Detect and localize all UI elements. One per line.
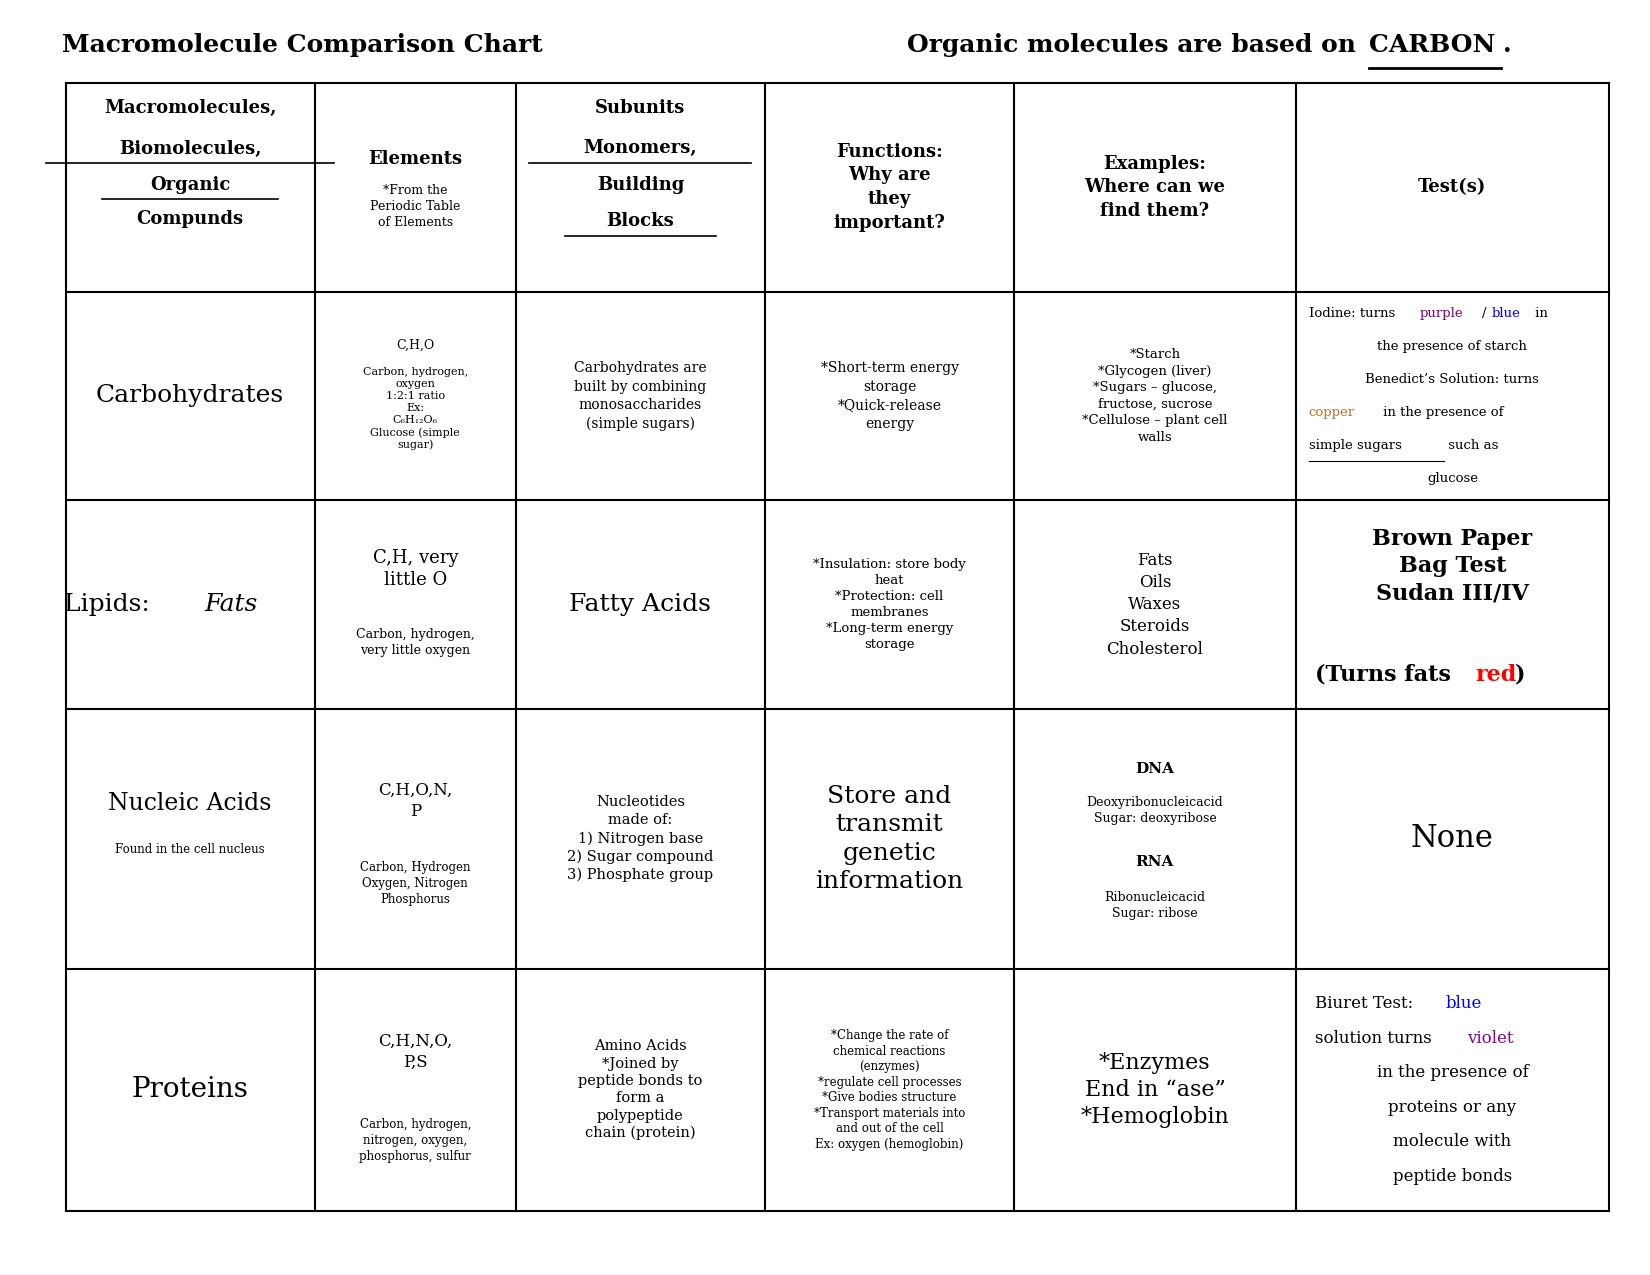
Text: purple: purple [1419, 306, 1464, 320]
Text: *Starch
*Glycogen (liver)
*Sugars – glucose,
fructose, sucrose
*Cellulose – plan: *Starch *Glycogen (liver) *Sugars – gluc… [1082, 348, 1228, 444]
Text: /: / [1482, 306, 1487, 320]
Text: in: in [1531, 306, 1548, 320]
Text: Found in the cell nucleus: Found in the cell nucleus [116, 843, 266, 856]
Text: Organic: Organic [150, 176, 231, 194]
Text: Ribonucleicacid
Sugar: ribose: Ribonucleicacid Sugar: ribose [1104, 891, 1206, 919]
Text: .: . [1503, 33, 1511, 56]
Text: molecule with: molecule with [1393, 1133, 1511, 1150]
Text: Carbohydrates: Carbohydrates [96, 385, 284, 408]
Text: ): ) [1515, 664, 1525, 686]
Text: Deoxyribonucleicacid
Sugar: deoxyribose: Deoxyribonucleicacid Sugar: deoxyribose [1087, 797, 1223, 825]
Text: Carbon, hydrogen,
very little oxygen: Carbon, hydrogen, very little oxygen [356, 629, 475, 658]
Text: Building: Building [597, 176, 685, 194]
Text: proteins or any: proteins or any [1388, 1099, 1516, 1116]
Text: Carbon, Hydrogen
Oxygen, Nitrogen
Phosphorus: Carbon, Hydrogen Oxygen, Nitrogen Phosph… [360, 861, 470, 907]
Text: Carbohydrates are
built by combining
monosaccharides
(simple sugars): Carbohydrates are built by combining mon… [574, 361, 706, 431]
Text: *Insulation: store body
heat
*Protection: cell
membranes
*Long-term energy
stora: *Insulation: store body heat *Protection… [813, 558, 965, 652]
Text: Test(s): Test(s) [1419, 179, 1487, 196]
Text: Organic molecules are based on: Organic molecules are based on [908, 33, 1365, 56]
Text: Biomolecules,: Biomolecules, [119, 140, 261, 158]
Text: Biuret Test:: Biuret Test: [1315, 996, 1419, 1012]
Text: Brown Paper
Bag Test
Sudan III/IV: Brown Paper Bag Test Sudan III/IV [1373, 528, 1533, 604]
Text: *Enzymes
End in “ase”
*Hemoglobin: *Enzymes End in “ase” *Hemoglobin [1081, 1052, 1229, 1128]
Text: Fatty Acids: Fatty Acids [569, 593, 711, 616]
Text: DNA: DNA [1135, 761, 1175, 775]
Text: solution turns: solution turns [1315, 1030, 1437, 1047]
Text: Macromolecules,: Macromolecules, [104, 99, 277, 117]
Text: Nucleotides
made of:
1) Nitrogen base
2) Sugar compound
3) Phosphate group: Nucleotides made of: 1) Nitrogen base 2)… [568, 796, 713, 882]
Text: peptide bonds: peptide bonds [1393, 1168, 1511, 1184]
Text: Iodine: turns: Iodine: turns [1308, 306, 1399, 320]
Text: C,H,O: C,H,O [396, 338, 434, 352]
Text: blue: blue [1445, 996, 1482, 1012]
Text: CARBON: CARBON [1370, 33, 1495, 56]
Text: red: red [1475, 664, 1516, 686]
Text: simple sugars: simple sugars [1308, 439, 1401, 453]
Text: Fats: Fats [205, 593, 257, 616]
Text: Benedict’s Solution: turns: Benedict’s Solution: turns [1366, 372, 1539, 386]
Text: *Short-term energy
storage
*Quick-release
energy: *Short-term energy storage *Quick-releas… [820, 361, 959, 431]
Text: *Change the rate of
chemical reactions
(enzymes)
*regulate cell processes
*Give : *Change the rate of chemical reactions (… [813, 1029, 965, 1151]
Text: Macromolecule Comparison Chart: Macromolecule Comparison Chart [63, 33, 543, 56]
Text: in the presence of: in the presence of [1379, 405, 1503, 419]
Text: Lipids:: Lipids: [64, 593, 157, 616]
Text: such as: such as [1444, 439, 1498, 453]
Text: Functions:
Why are
they
important?: Functions: Why are they important? [833, 143, 945, 232]
Text: None: None [1411, 824, 1493, 854]
Text: blue: blue [1492, 306, 1521, 320]
Text: the presence of starch: the presence of starch [1378, 339, 1528, 353]
Text: Subunits: Subunits [596, 99, 685, 117]
Text: Monomers,: Monomers, [584, 139, 698, 157]
Text: *From the
Periodic Table
of Elements: *From the Periodic Table of Elements [370, 184, 460, 230]
Text: (Turns fats: (Turns fats [1315, 664, 1459, 686]
Text: RNA: RNA [1135, 854, 1175, 868]
Text: Compunds: Compunds [137, 210, 244, 228]
Text: violet: violet [1467, 1030, 1513, 1047]
Text: Fats
Oils
Waxes
Steroids
Cholesterol: Fats Oils Waxes Steroids Cholesterol [1107, 552, 1203, 658]
Text: Store and
transmit
genetic
information: Store and transmit genetic information [815, 785, 964, 892]
Text: copper: copper [1308, 405, 1355, 419]
Text: Nucleic Acids: Nucleic Acids [109, 792, 272, 815]
Text: Blocks: Blocks [607, 212, 675, 230]
Text: Elements: Elements [368, 150, 462, 168]
Text: Proteins: Proteins [132, 1076, 249, 1103]
Text: glucose: glucose [1427, 472, 1478, 486]
Text: C,H,N,O,
P,S: C,H,N,O, P,S [378, 1033, 452, 1071]
Text: in the presence of: in the presence of [1376, 1065, 1528, 1081]
Text: Carbon, hydrogen,
oxygen
1:2:1 ratio
Ex:
C₆H₁₂O₆
Glucose (simple
sugar): Carbon, hydrogen, oxygen 1:2:1 ratio Ex:… [363, 367, 469, 450]
Text: Examples:
Where can we
find them?: Examples: Where can we find them? [1084, 154, 1226, 219]
Text: C,H,O,N,
P: C,H,O,N, P [378, 782, 452, 820]
Text: C,H, very
little O: C,H, very little O [373, 550, 459, 589]
Text: Carbon, hydrogen,
nitrogen, oxygen,
phosphorus, sulfur: Carbon, hydrogen, nitrogen, oxygen, phos… [360, 1118, 472, 1164]
Text: Amino Acids
*Joined by
peptide bonds to
form a
polypeptide
chain (protein): Amino Acids *Joined by peptide bonds to … [578, 1039, 703, 1140]
